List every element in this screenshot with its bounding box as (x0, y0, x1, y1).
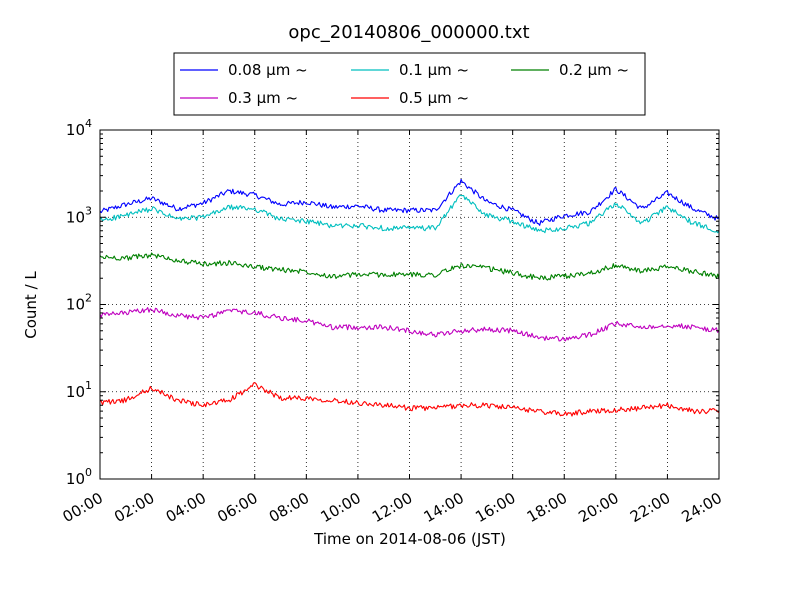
axis-ticks (99, 129, 720, 480)
legend-label: 0.08 μm ~ (228, 61, 308, 79)
series-line (99, 178, 720, 226)
series-line (99, 307, 720, 342)
series-line (99, 194, 720, 234)
y-tick-labels: 100 101 102 103 104 (66, 117, 92, 488)
chart-title: opc_20140806_000000.txt (288, 22, 529, 43)
y-axis-label: Count / L (22, 271, 40, 339)
y-tick-label: 100 (66, 466, 92, 488)
y-tick-label: 104 (66, 117, 92, 139)
legend-label: 0.2 μm ~ (559, 61, 629, 79)
series-line (99, 382, 720, 417)
x-axis-label: Time on 2014-08-06 (JST) (313, 530, 506, 548)
y-tick-label: 101 (66, 379, 92, 401)
y-tick-label: 103 (66, 204, 92, 226)
legend: 0.08 μm ~ 0.1 μm ~ 0.2 μm ~ 0.3 μm ~ 0.5 μm … (173, 52, 646, 116)
y-tick-label: 102 (66, 292, 92, 314)
legend-label: 0.5 μm ~ (399, 89, 469, 107)
series-line (99, 252, 720, 281)
legend-label: 0.1 μm ~ (399, 61, 469, 79)
series-layer (99, 178, 720, 417)
legend-box (173, 52, 646, 116)
legend-label: 0.3 μm ~ (228, 89, 298, 107)
